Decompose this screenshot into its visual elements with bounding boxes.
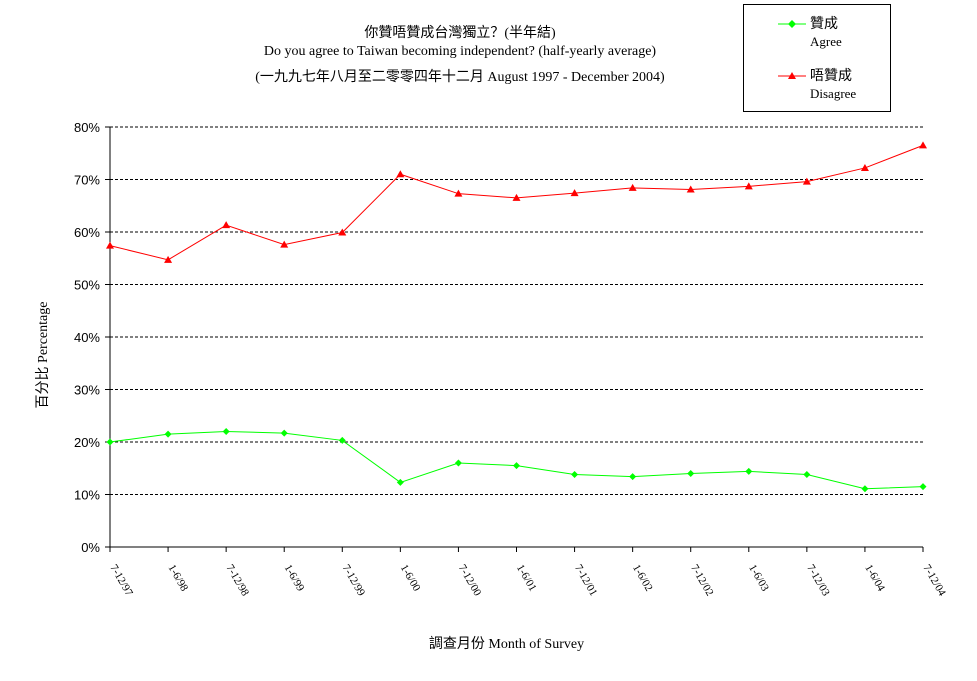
data-point-disagree bbox=[744, 182, 753, 190]
data-point-disagree bbox=[164, 255, 173, 263]
data-point-disagree bbox=[919, 141, 927, 149]
x-tick-label: 1-6/04 bbox=[862, 563, 887, 594]
legend-item-disagree: 唔贊成 Disagree bbox=[744, 63, 890, 107]
data-point-agree bbox=[396, 478, 404, 486]
data-point-disagree bbox=[338, 228, 347, 236]
legend-item-agree: 贊成 Agree bbox=[744, 11, 890, 55]
data-point-disagree bbox=[628, 183, 637, 191]
y-tick-label: 40% bbox=[74, 330, 100, 345]
data-point-agree bbox=[629, 473, 637, 481]
data-point-disagree bbox=[396, 170, 405, 178]
legend-agree-label-zh: 贊成 bbox=[810, 17, 838, 32]
data-point-disagree bbox=[860, 163, 869, 171]
data-point-disagree bbox=[512, 193, 521, 201]
chart-title: 你贊唔贊成台灣獨立？(半年結) bbox=[364, 26, 556, 41]
y-tick-label: 60% bbox=[74, 225, 100, 240]
y-tick-label: 70% bbox=[74, 173, 100, 188]
data-point-disagree bbox=[222, 221, 231, 229]
x-tick-label: 7-12/97 bbox=[107, 563, 135, 599]
x-tick-label: 1-6/00 bbox=[398, 563, 423, 594]
series-line-agree bbox=[109, 430, 924, 490]
y-tick-label: 20% bbox=[74, 435, 100, 450]
y-tick-label: 0% bbox=[81, 540, 100, 555]
y-tick-label: 10% bbox=[74, 488, 100, 503]
data-point-disagree bbox=[454, 189, 463, 197]
x-tick-label: 7-12/00 bbox=[456, 563, 484, 599]
data-point-agree bbox=[222, 428, 230, 435]
chart-subtitle-period: (一九九七年八月至二零零四年十二月 August 1997 - December… bbox=[255, 70, 665, 85]
y-tick-label: 50% bbox=[74, 278, 100, 293]
x-tick-label: 1-6/99 bbox=[282, 563, 307, 594]
data-point-agree bbox=[803, 471, 811, 479]
data-point-agree bbox=[861, 485, 869, 493]
x-tick-label: 7-12/03 bbox=[804, 563, 832, 599]
x-tick-label: 7-12/04 bbox=[920, 563, 948, 599]
x-tick-label: 1-6/98 bbox=[165, 563, 190, 594]
data-point-disagree bbox=[686, 185, 695, 193]
chart-subtitle: Do you agree to Taiwan becoming independ… bbox=[263, 44, 657, 59]
x-tick-label: 7-12/02 bbox=[688, 563, 716, 599]
legend-disagree-label-zh: 唔贊成 bbox=[810, 69, 852, 84]
data-point-disagree bbox=[106, 241, 114, 249]
data-point-agree bbox=[687, 470, 695, 477]
legend-disagree-marker bbox=[788, 72, 796, 79]
data-point-agree bbox=[106, 438, 114, 446]
data-point-agree bbox=[338, 436, 346, 444]
data-point-agree bbox=[745, 467, 753, 475]
data-point-agree bbox=[919, 483, 927, 491]
x-axis-title: 調查月份 Month of Survey bbox=[429, 636, 584, 652]
data-point-agree bbox=[280, 429, 288, 437]
legend-disagree-label-en: Disagree bbox=[810, 86, 857, 101]
series-line-disagree bbox=[109, 144, 924, 261]
x-tick-label: 1-6/02 bbox=[630, 563, 655, 594]
legend-agree-marker bbox=[788, 20, 796, 28]
x-tick-label: 7-12/98 bbox=[224, 563, 252, 599]
x-tick-label: 1-6/01 bbox=[514, 563, 539, 594]
data-point-disagree bbox=[280, 240, 289, 248]
y-tick-label: 30% bbox=[74, 383, 100, 398]
data-point-agree bbox=[164, 430, 172, 438]
legend-agree-label-en: Agree bbox=[810, 34, 842, 49]
y-axis-title: 百分比 Percentage bbox=[35, 302, 51, 409]
data-point-agree bbox=[571, 471, 579, 479]
data-point-agree bbox=[454, 459, 462, 467]
data-point-disagree bbox=[570, 189, 579, 197]
x-tick-label: 7-12/99 bbox=[340, 563, 368, 599]
x-tick-label: 7-12/01 bbox=[572, 563, 600, 599]
x-tick-label: 1-6/03 bbox=[746, 563, 771, 594]
chart-legend: 贊成 Agree 唔贊成 Disagree bbox=[743, 4, 891, 112]
data-point-agree bbox=[513, 462, 520, 470]
y-tick-label: 80% bbox=[74, 120, 100, 135]
data-point-disagree bbox=[802, 177, 811, 185]
